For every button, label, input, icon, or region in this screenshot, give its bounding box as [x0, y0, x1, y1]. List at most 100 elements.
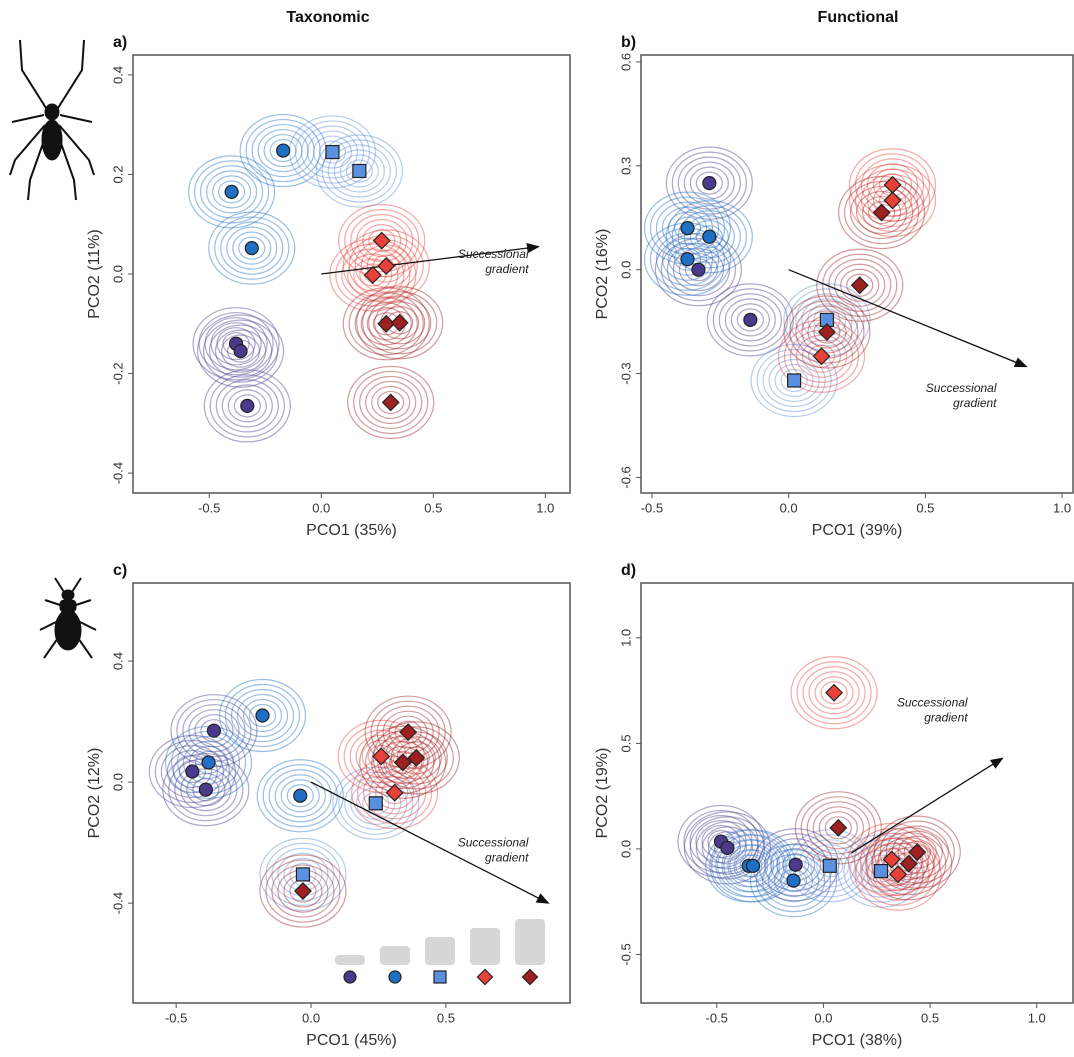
density-contour	[750, 343, 838, 418]
density-contour	[248, 703, 277, 728]
point	[293, 788, 308, 803]
y-tick-label: 0.0	[618, 261, 633, 279]
density-contour	[388, 715, 428, 749]
density-contour	[713, 836, 742, 860]
density-contour	[367, 744, 395, 768]
density-contour	[871, 832, 947, 896]
gradient-arrow	[321, 242, 540, 275]
point	[691, 262, 706, 277]
density-contour	[683, 161, 735, 205]
density-contour	[877, 837, 941, 891]
point	[293, 882, 312, 901]
density-contour	[209, 374, 285, 438]
density-contour	[329, 238, 417, 312]
density-contour	[375, 776, 415, 810]
density-contour	[327, 144, 391, 198]
density-contour	[804, 844, 856, 888]
y-tick-label: 0.0	[618, 840, 633, 858]
density-contour	[347, 365, 435, 440]
annotation: Successional	[458, 835, 529, 849]
density-contour	[856, 190, 908, 235]
density-contour	[695, 225, 723, 249]
beetle-icon	[39, 577, 97, 659]
density-contour	[812, 806, 864, 850]
density-contour	[903, 840, 931, 864]
density-contour	[269, 138, 297, 163]
density-contour	[866, 847, 930, 901]
x-axis-label: PCO1 (39%)	[812, 522, 903, 539]
column-title: Functional	[818, 9, 899, 26]
density-contour	[677, 804, 765, 879]
density-contour	[683, 215, 735, 259]
density-contour	[828, 258, 892, 312]
density-contour	[178, 759, 206, 784]
x-tick-label: -0.5	[198, 500, 220, 515]
density-contour	[251, 123, 315, 178]
x-tick-label: -0.5	[706, 1010, 728, 1025]
density-contour	[850, 185, 914, 240]
density-contour	[338, 771, 414, 835]
density-contour	[342, 229, 430, 303]
x-tick-label: 0.0	[312, 500, 330, 515]
density-contour	[218, 678, 307, 753]
point	[883, 191, 902, 210]
density-contour	[271, 847, 335, 901]
density-contour	[210, 322, 262, 366]
density-contour	[673, 247, 702, 271]
density-contour	[854, 837, 942, 911]
density-contour	[188, 155, 276, 229]
annotation: gradient	[485, 262, 529, 276]
density-contour	[673, 216, 702, 240]
density-contour	[712, 288, 788, 352]
density-contour	[333, 149, 385, 193]
density-contour	[683, 811, 772, 885]
density-contour	[806, 801, 870, 855]
density-contour	[354, 297, 418, 351]
density-contour	[701, 826, 754, 870]
density-contour	[822, 253, 898, 317]
point	[201, 755, 216, 770]
x-tick-label: 0.0	[814, 1010, 832, 1025]
density-contour	[220, 334, 261, 368]
density-contour	[188, 745, 229, 780]
density-contour	[854, 153, 931, 217]
density-contour	[824, 816, 852, 840]
density-contour	[353, 370, 429, 435]
density-contour	[396, 741, 436, 775]
density-contour	[363, 766, 427, 820]
density-contour	[721, 839, 785, 893]
gradient-arrow	[850, 757, 1004, 854]
point	[240, 398, 255, 413]
density-contour	[372, 721, 460, 795]
panel-label: b)	[621, 34, 636, 51]
panel-label: d)	[621, 562, 636, 579]
density-contour	[667, 242, 708, 276]
density-contour	[671, 151, 747, 215]
y-axis-label: PCO2 (16%)	[594, 229, 611, 320]
density-contour	[862, 195, 902, 230]
density-contour	[860, 832, 924, 887]
density-contour	[212, 175, 252, 209]
y-tick-label: 0.0	[110, 773, 125, 791]
point	[433, 970, 447, 984]
annotation: gradient	[924, 710, 968, 724]
density-contour	[259, 837, 347, 911]
density-contour	[182, 704, 246, 758]
density-contour	[885, 825, 949, 879]
density-contour	[226, 226, 278, 270]
density-contour	[860, 842, 936, 906]
point	[786, 873, 801, 888]
density-contour	[196, 314, 285, 388]
density-contour	[838, 175, 926, 250]
point	[224, 184, 239, 199]
density-contour	[203, 369, 291, 443]
density-contour	[224, 683, 301, 748]
density-contour	[717, 839, 781, 893]
density-contour	[810, 849, 850, 883]
density-contour	[843, 839, 919, 903]
legend-tree	[425, 937, 455, 965]
point	[822, 858, 837, 873]
density-contour	[854, 168, 931, 233]
density-contour	[148, 734, 236, 809]
x-tick-label: 0.5	[437, 1010, 455, 1025]
